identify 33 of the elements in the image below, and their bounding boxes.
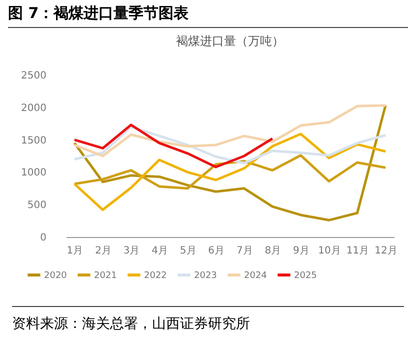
legend-label: 2025 [294,271,317,281]
y-tick-label: 500 [27,200,46,212]
x-tick-label: 6月 [208,246,225,256]
chart-title: 图 7：褐煤进口量季节图表 [8,4,408,28]
line-series [73,104,387,158]
line-series [73,126,387,164]
chart-subtitle: 褐煤进口量（万吨） [176,34,284,48]
x-tick-label: 7月 [236,246,253,256]
legend-label: 2024 [244,271,268,281]
x-tick-label: 11月 [346,246,370,256]
y-tick-label: 1000 [21,168,46,179]
line-series [73,132,387,212]
line-series [73,104,387,222]
text: 资料来源：海关总署，山西证券研究所 [12,306,404,333]
x-tick-label: 2月 [95,246,112,256]
line-series [73,124,274,168]
x-tick-label: 12月 [374,246,398,256]
x-tick-label: 3月 [123,246,140,256]
x-tick-label: 8月 [264,246,282,256]
y-tick-label: 0 [40,232,46,244]
x-tick-label: 10月 [318,246,341,256]
legend-label: 2021 [94,271,117,281]
legend-label: 2022 [144,271,167,281]
y-tick-label: 2000 [21,102,46,114]
x-tick-label: 5月 [180,246,196,256]
y-tick-label: 1500 [21,135,46,146]
y-tick-label: 2500 [21,70,46,82]
x-tick-label: 9月 [293,246,310,256]
legend-label: 2023 [194,271,217,281]
line-series [73,154,387,190]
x-tick-label: 1月 [66,246,84,256]
x-tick-label: 4月 [152,246,168,256]
legend-label: 2020 [44,271,68,281]
